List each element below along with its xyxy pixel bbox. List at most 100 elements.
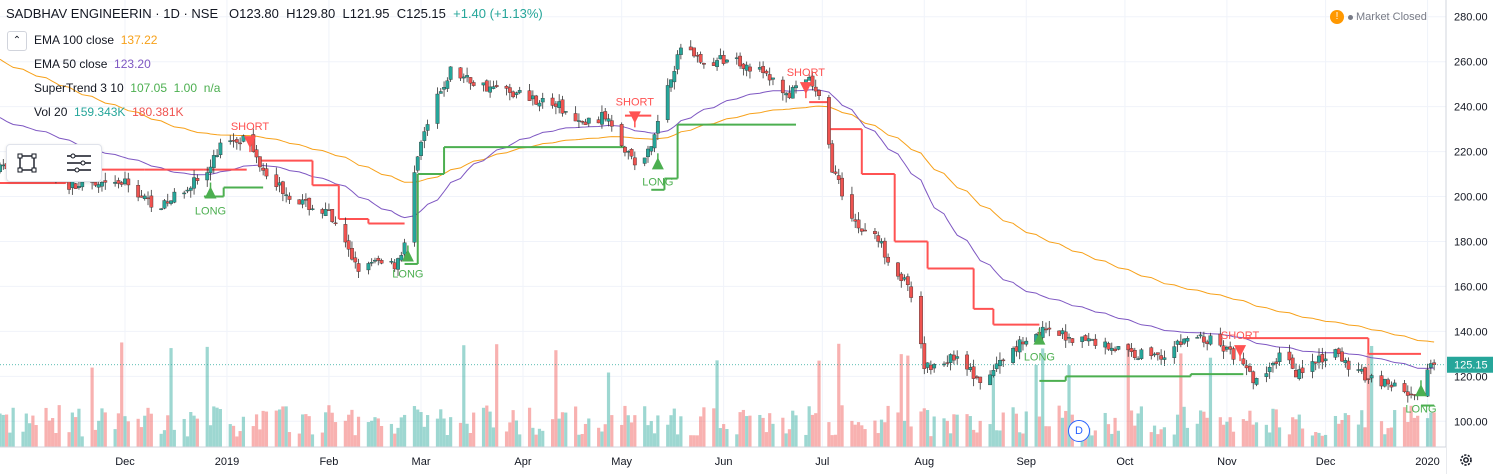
volume-bar xyxy=(787,429,792,447)
volume-bar xyxy=(883,422,887,447)
volume-bar xyxy=(560,412,565,447)
candle xyxy=(1225,346,1229,350)
volume-bar xyxy=(254,414,259,447)
volume-bar xyxy=(577,434,581,447)
candle xyxy=(859,228,864,232)
volume-bar xyxy=(379,425,384,447)
candle xyxy=(1363,367,1367,381)
volume-bar xyxy=(768,413,772,447)
volume-bar xyxy=(804,434,808,447)
volume-bar xyxy=(495,344,499,447)
volume-bar xyxy=(814,413,818,447)
volume-bar xyxy=(995,430,999,447)
volume-bar xyxy=(764,432,769,447)
volume-bar xyxy=(669,415,673,447)
candle xyxy=(573,113,578,122)
dividend-badge[interactable]: D xyxy=(1068,420,1090,442)
volume-bar xyxy=(587,418,591,447)
candle xyxy=(215,155,219,157)
rectangle-tool-icon[interactable] xyxy=(17,153,37,173)
x-tick-label: Nov xyxy=(1217,456,1237,468)
menu-lines-icon[interactable] xyxy=(65,153,93,173)
volume-bar xyxy=(518,434,522,447)
candle xyxy=(169,200,173,204)
candle xyxy=(402,242,407,255)
last-price-badge xyxy=(1447,356,1493,373)
volume-bar xyxy=(1179,353,1183,447)
candle xyxy=(274,174,279,187)
volume-bar xyxy=(643,406,647,447)
volume-bar xyxy=(136,418,140,447)
candle xyxy=(695,55,700,57)
volume-bar xyxy=(370,420,374,447)
candle xyxy=(211,155,216,168)
candle xyxy=(435,93,440,124)
candle xyxy=(787,92,792,99)
indicator-ema50[interactable]: EMA 50 close 123.20 xyxy=(34,57,151,71)
indicator-volume[interactable]: Vol 20 159.343K 180.381K xyxy=(34,105,184,119)
volume-bar xyxy=(968,416,972,447)
indicator-ema50-name: EMA 50 close xyxy=(34,57,108,71)
volume-bar xyxy=(343,420,347,447)
candle xyxy=(909,286,914,298)
candle xyxy=(442,87,446,90)
candle xyxy=(126,178,131,186)
volume-bar xyxy=(1175,414,1180,447)
symbol-header: SADBHAV ENGINEERIN · 1D · NSE O123.80 H1… xyxy=(6,6,543,21)
candle xyxy=(734,57,739,59)
candle xyxy=(1389,384,1394,388)
candle xyxy=(491,86,496,89)
candle xyxy=(606,118,611,122)
y-tick-label: 140.00 xyxy=(1454,326,1488,338)
indicator-supertrend[interactable]: SuperTrend 3 10 107.05 1.00 n/a xyxy=(34,81,220,95)
volume-bar xyxy=(1136,413,1140,447)
long-signal-label: LONG xyxy=(392,268,423,280)
candle xyxy=(369,262,374,264)
volume-bar xyxy=(942,418,946,447)
candle xyxy=(1159,355,1164,360)
candle xyxy=(468,77,473,84)
volume-bar xyxy=(54,433,58,447)
volume-bar xyxy=(304,414,308,447)
warning-icon: ! xyxy=(1330,10,1344,24)
candle xyxy=(626,151,631,153)
volume-bar xyxy=(952,414,956,447)
market-status[interactable]: ! Market Closed xyxy=(1330,10,1427,24)
volume-bar xyxy=(228,424,232,447)
candle xyxy=(678,47,683,55)
settings-gear-icon[interactable] xyxy=(1458,452,1474,468)
volume-bar xyxy=(159,433,163,447)
candle xyxy=(780,79,785,94)
candle xyxy=(1392,382,1397,387)
short-signal-arrow xyxy=(1234,345,1247,358)
volume-bar xyxy=(70,412,74,447)
candle xyxy=(481,82,486,86)
volume-bar xyxy=(879,419,884,447)
volume-bar xyxy=(458,422,463,447)
candle xyxy=(1162,357,1167,360)
volume-bar xyxy=(1093,430,1097,447)
candle xyxy=(136,185,141,198)
short-signal-label: SHORT xyxy=(787,67,826,79)
candle xyxy=(425,124,430,131)
candle xyxy=(297,199,302,205)
candle xyxy=(234,139,239,143)
candle xyxy=(646,148,650,158)
candle xyxy=(1359,368,1364,372)
candle xyxy=(231,140,236,142)
candle xyxy=(1080,336,1085,342)
candle xyxy=(951,354,956,361)
candle xyxy=(185,189,190,192)
candle xyxy=(172,191,177,203)
indicator-ema100[interactable]: EMA 100 close 137.22 xyxy=(34,33,157,47)
volume-bar xyxy=(97,420,101,447)
candle xyxy=(1251,371,1256,384)
candle xyxy=(287,195,292,200)
candle xyxy=(965,354,969,370)
collapse-icon[interactable]: ⌃ xyxy=(7,31,27,51)
volume-bar xyxy=(629,422,634,447)
candle xyxy=(1175,340,1180,345)
volume-bar xyxy=(1103,412,1107,447)
